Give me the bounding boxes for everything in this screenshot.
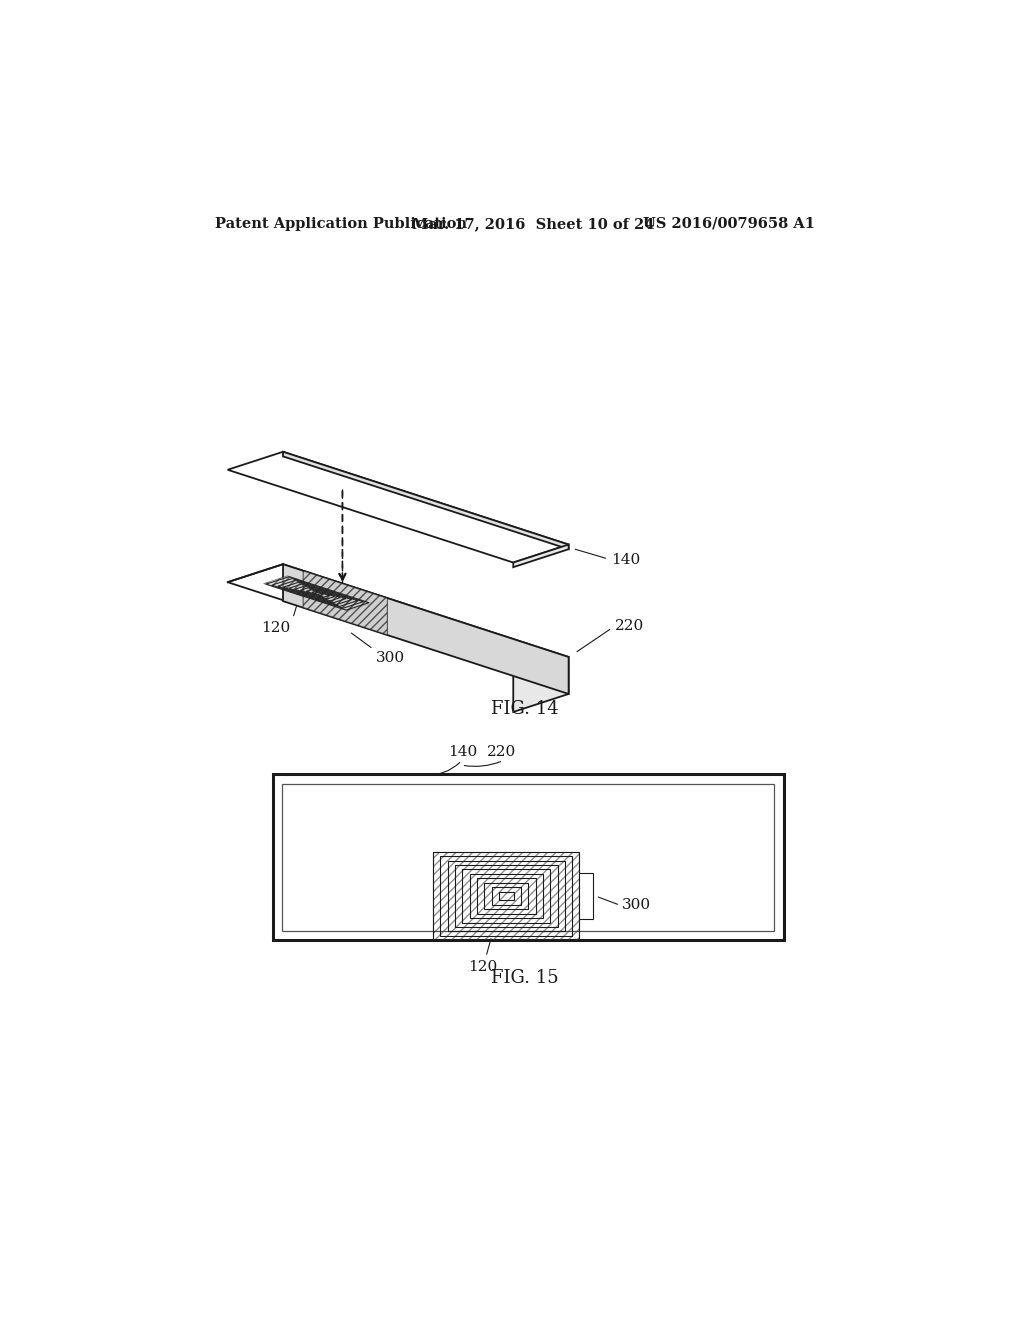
- Text: US 2016/0079658 A1: US 2016/0079658 A1: [643, 216, 815, 231]
- Bar: [433, 851, 580, 940]
- Text: 140: 140: [449, 744, 478, 759]
- Text: FIG. 14: FIG. 14: [490, 700, 559, 718]
- Text: 120: 120: [469, 939, 498, 974]
- Bar: [484, 883, 528, 909]
- Bar: [455, 865, 557, 927]
- Polygon shape: [227, 451, 568, 562]
- Bar: [477, 878, 536, 913]
- Polygon shape: [283, 564, 568, 694]
- Bar: [470, 874, 543, 919]
- Bar: [447, 861, 565, 932]
- Text: 140: 140: [575, 549, 640, 566]
- Text: 220: 220: [578, 619, 644, 652]
- Polygon shape: [513, 545, 568, 568]
- Text: 300: 300: [622, 899, 651, 912]
- Polygon shape: [513, 657, 568, 711]
- Text: 300: 300: [351, 634, 406, 665]
- Text: Patent Application Publication: Patent Application Publication: [215, 216, 467, 231]
- Bar: [440, 857, 572, 936]
- Bar: [580, 873, 593, 919]
- Polygon shape: [263, 576, 372, 611]
- Polygon shape: [227, 564, 568, 675]
- Bar: [499, 891, 514, 900]
- Bar: [433, 851, 580, 940]
- Text: 120: 120: [261, 599, 299, 635]
- Bar: [273, 775, 783, 940]
- Text: 220: 220: [487, 744, 516, 759]
- Text: Mar. 17, 2016  Sheet 10 of 24: Mar. 17, 2016 Sheet 10 of 24: [412, 216, 654, 231]
- Polygon shape: [303, 570, 387, 635]
- Text: FIG. 15: FIG. 15: [490, 969, 559, 987]
- Bar: [463, 870, 550, 923]
- Bar: [492, 887, 521, 906]
- Bar: [283, 784, 774, 931]
- Polygon shape: [283, 451, 568, 549]
